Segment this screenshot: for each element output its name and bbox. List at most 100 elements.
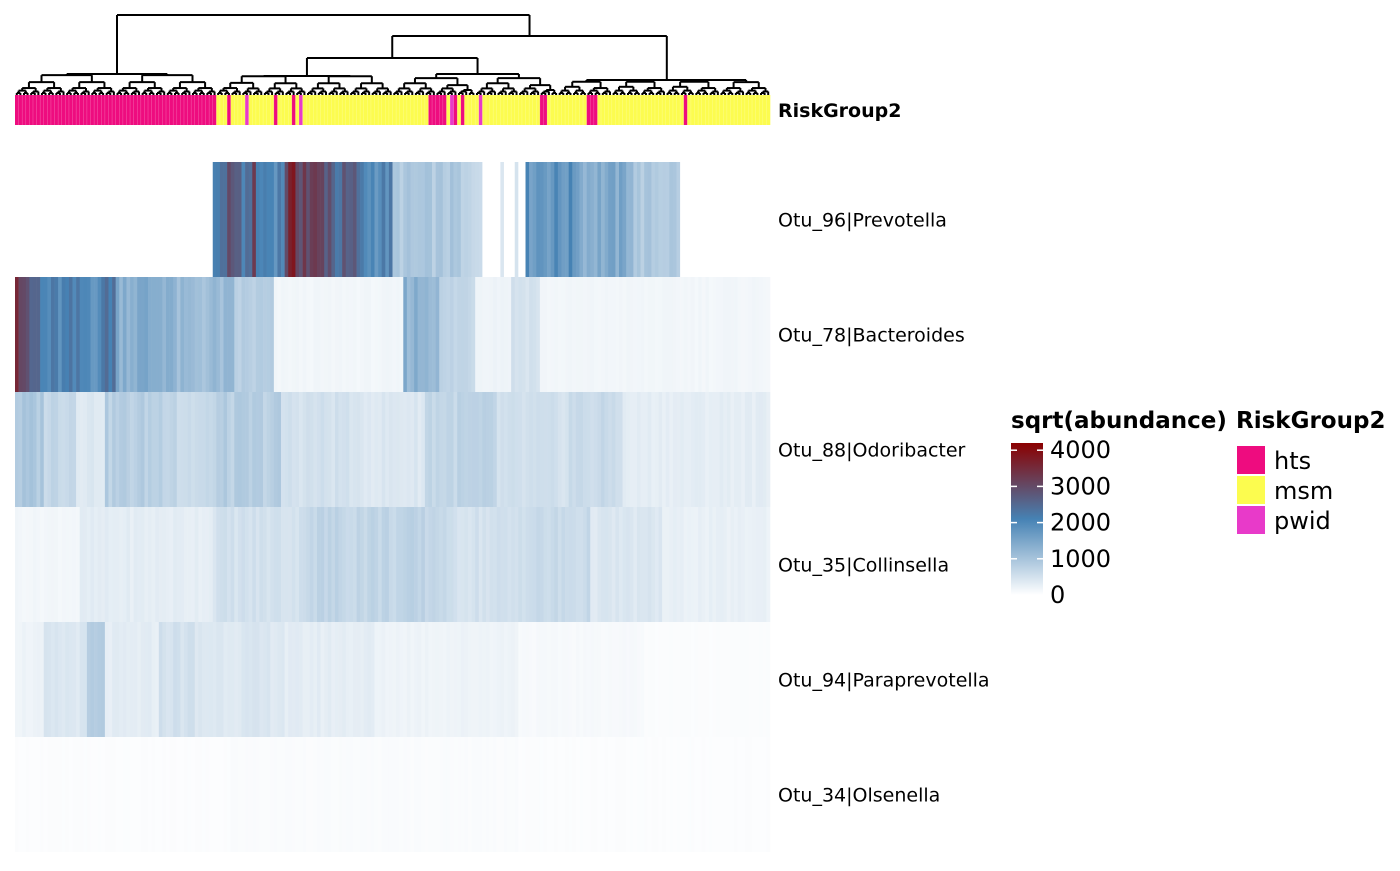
heatmap-cell <box>169 162 174 277</box>
heatmap-cell <box>183 392 188 507</box>
heatmap-cell <box>320 737 325 852</box>
annotation-cell <box>752 95 756 125</box>
heatmap-cell <box>234 392 239 507</box>
annotation-cell <box>169 95 174 125</box>
heatmap-cell <box>22 277 27 392</box>
heatmap-cell <box>406 392 411 507</box>
annotation-cell <box>565 95 569 125</box>
heatmap-cell <box>647 162 652 277</box>
heatmap-cell <box>748 737 753 852</box>
annotation-cell <box>68 95 73 125</box>
heatmap-cell <box>647 392 652 507</box>
heatmap-cell <box>266 622 271 737</box>
annotation-cell <box>521 95 526 125</box>
heatmap-cell <box>485 392 490 507</box>
heatmap-cell <box>547 737 551 852</box>
heatmap-cell <box>464 162 469 277</box>
heatmap-cell <box>29 162 34 277</box>
heatmap-cell <box>112 737 116 852</box>
heatmap-cell <box>230 507 235 622</box>
heatmap-cell <box>399 392 404 507</box>
heatmap-cell <box>561 162 566 277</box>
heatmap-cell <box>651 277 656 392</box>
heatmap-cell <box>640 737 645 852</box>
heatmap-cell <box>432 737 436 852</box>
heatmap-cell <box>741 622 746 737</box>
heatmap-cell <box>169 392 174 507</box>
heatmap-cell <box>665 162 670 277</box>
heatmap-cell <box>352 507 357 622</box>
heatmap-cell <box>309 162 314 277</box>
heatmap-cell <box>15 622 19 737</box>
heatmap-cell <box>320 507 325 622</box>
heatmap-cell <box>40 162 45 277</box>
heatmap-row <box>15 507 771 622</box>
heatmap-cell <box>219 737 224 852</box>
heatmap-cell <box>500 392 505 507</box>
heatmap-cell <box>392 277 397 392</box>
heatmap-cell <box>633 737 638 852</box>
heatmap-cell <box>288 507 293 622</box>
heatmap-cell <box>281 277 285 392</box>
heatmap-cell <box>273 507 278 622</box>
heatmap-cell <box>554 277 559 392</box>
heatmap-cell <box>629 622 634 737</box>
heatmap-cell <box>590 737 595 852</box>
heatmap-cell <box>550 392 555 507</box>
heatmap-cell <box>403 737 408 852</box>
heatmap-cell <box>115 277 120 392</box>
heatmap-cell <box>719 507 724 622</box>
heatmap-cell <box>241 507 246 622</box>
heatmap-cell <box>557 622 562 737</box>
heatmap-cell <box>61 392 66 507</box>
heatmap-cell <box>737 507 742 622</box>
annotation-cell <box>191 95 196 125</box>
annotation-bar <box>15 95 771 125</box>
heatmap-cell <box>158 277 163 392</box>
annotation-cell <box>219 95 224 125</box>
heatmap-cell <box>309 737 314 852</box>
heatmap-cell <box>601 622 605 737</box>
heatmap-cell <box>532 392 537 507</box>
heatmap-row <box>15 622 771 737</box>
heatmap-cell <box>489 507 494 622</box>
annotation-cell <box>173 95 178 125</box>
heatmap-cell <box>525 277 530 392</box>
heatmap-cell <box>698 507 702 622</box>
heatmap-cell <box>662 162 667 277</box>
heatmap-cell <box>507 737 512 852</box>
heatmap-cell <box>752 162 756 277</box>
heatmap-cell <box>690 277 695 392</box>
annotation-cell <box>396 95 400 125</box>
heatmap-cell <box>417 737 422 852</box>
heatmap-cell <box>633 162 638 277</box>
heatmap-cell <box>496 622 501 737</box>
heatmap-cell <box>410 162 415 277</box>
heatmap-cell <box>568 392 573 507</box>
heatmap-cell <box>690 507 695 622</box>
heatmap-cell <box>133 162 138 277</box>
heatmap-cell <box>755 277 760 392</box>
heatmap-cell <box>112 162 116 277</box>
heatmap-cell <box>464 507 469 622</box>
heatmap-cell <box>428 392 433 507</box>
heatmap-cell <box>737 622 742 737</box>
heatmap-cell <box>273 737 278 852</box>
heatmap-cell <box>36 507 41 622</box>
column-dendrogram <box>15 14 770 95</box>
annotation-cell <box>205 95 210 125</box>
heatmap-cell <box>726 392 731 507</box>
heatmap-cell <box>166 162 170 277</box>
heatmap-cell <box>263 737 267 852</box>
heatmap-cell <box>744 507 749 622</box>
annotation-cell <box>194 95 199 125</box>
heatmap-cell <box>104 507 109 622</box>
heatmap-cell <box>320 162 325 277</box>
heatmap-cell <box>529 392 534 507</box>
heatmap-cell <box>61 507 66 622</box>
heatmap-cell <box>762 162 767 277</box>
heatmap-cell <box>112 392 116 507</box>
heatmap-cell <box>187 737 192 852</box>
heatmap-cell <box>79 507 84 622</box>
heatmap-cell <box>583 507 587 622</box>
